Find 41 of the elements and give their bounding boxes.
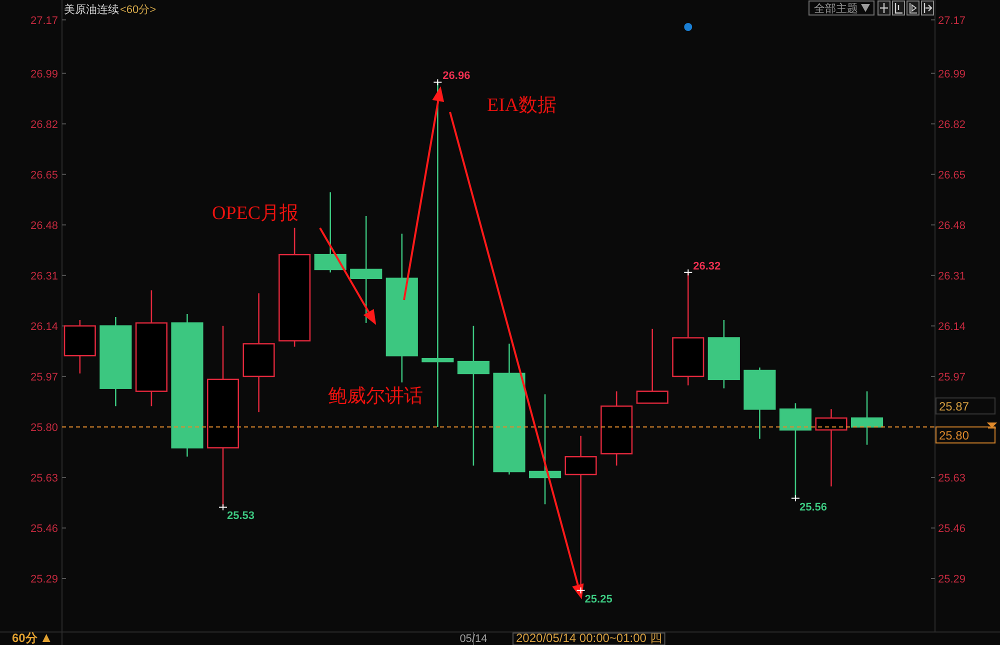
y-tick-label: 25.80 [30, 422, 58, 434]
x-tick-label: 05/14 [460, 633, 488, 645]
y-tick-label: 27.17 [30, 14, 58, 27]
annotation: 26.32 [693, 260, 721, 272]
y-tick-label: 26.14 [30, 320, 58, 333]
y-tick-label: 25.29 [30, 574, 58, 586]
annotation: 26.96 [442, 70, 470, 82]
y2-tick-label: 26.65 [938, 169, 966, 182]
y-tick-label: 25.63 [30, 472, 58, 484]
chart-subtitle: <60分> [120, 4, 156, 16]
text: 60分 [12, 631, 38, 645]
candlestick [350, 215, 382, 324]
annotation: EIA数据 [487, 95, 557, 116]
y2-tick-label: 27.17 [938, 14, 966, 27]
y2-tick-label: 26.14 [938, 320, 966, 333]
annotation: 25.56 [799, 501, 827, 514]
y2-tick-label: 26.48 [938, 220, 966, 232]
y-tick-label: 26.48 [30, 220, 58, 232]
y2-tick-label: 25.29 [938, 574, 966, 586]
y-tick-label: 26.82 [30, 118, 58, 131]
y2-tick-label: 25.97 [938, 371, 966, 384]
y-tick-label: 26.31 [30, 270, 58, 282]
y-tick-label: 26.65 [30, 169, 58, 182]
y2-tick-label: 26.99 [938, 68, 966, 80]
text: 25.87 [939, 399, 970, 414]
y2-tick-label: 25.63 [938, 472, 966, 484]
y2-tick-label: 26.31 [938, 270, 966, 282]
annotation: 25.53 [227, 510, 255, 522]
y-tick-label: 25.46 [30, 522, 58, 535]
ref-line-label: 25.80 [939, 428, 970, 442]
y2-tick-label: 25.46 [938, 522, 966, 535]
annotation: 25.25 [584, 593, 612, 606]
candlestick [528, 394, 562, 505]
chart-title: 美原油连续 [64, 3, 119, 16]
annotation: 鲍威尔讲话 [328, 386, 423, 407]
y-tick-label: 25.97 [30, 371, 58, 384]
y-tick-label: 26.99 [30, 68, 58, 80]
y2-tick-label: 26.82 [938, 118, 966, 131]
annotation: 全部主题 [814, 2, 858, 15]
candlestick [457, 325, 490, 466]
annotation: OPEC月报 [212, 203, 299, 224]
